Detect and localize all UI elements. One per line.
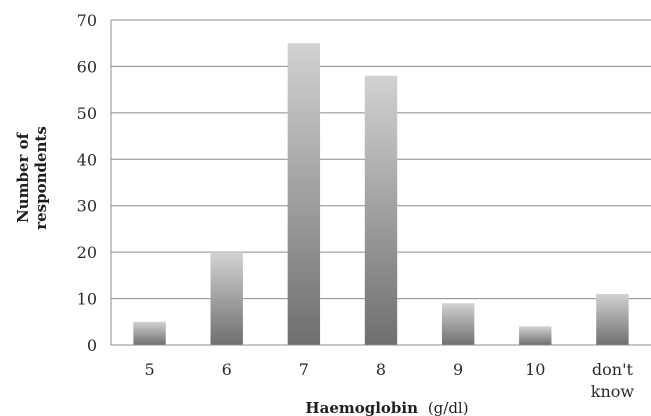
y-tick-label: 60 [77, 57, 97, 76]
bar [133, 321, 166, 345]
x-tick-label: 8 [376, 360, 386, 379]
x-axis-title: Haemoglobin (g/dl) [305, 399, 468, 416]
bars [133, 43, 629, 345]
x-axis-title-main: Haemoglobin [305, 399, 418, 416]
y-tick-label: 40 [77, 150, 97, 169]
y-tick-label: 20 [77, 243, 97, 262]
y-axis-title-line2: respondents [32, 126, 50, 230]
x-tick-label: don't know [591, 360, 635, 401]
x-axis-title-unit: (g/dl) [428, 399, 469, 416]
x-tick-labels: 5 6 7 8 9 10 don't know [144, 360, 634, 401]
bar [287, 43, 321, 345]
y-tick-label: 10 [77, 290, 97, 309]
x-tick-label: 5 [144, 360, 154, 379]
bar [210, 252, 243, 345]
x-tick-label: 10 [525, 360, 545, 379]
y-axis-title-line1: Number of [14, 131, 32, 223]
bar [596, 293, 629, 345]
x-tick-label: 7 [299, 360, 309, 379]
x-tick-label: 6 [222, 360, 232, 379]
y-axis-title: Number of respondents [14, 126, 50, 230]
bar [441, 303, 475, 345]
bar [519, 326, 552, 345]
y-tick-label: 70 [77, 11, 97, 30]
bar [364, 75, 398, 345]
y-tick-label: 0 [87, 336, 97, 355]
y-tick-label: 30 [77, 197, 97, 216]
axes [110, 20, 651, 346]
x-tick-label: 9 [453, 360, 463, 379]
y-tick-label: 50 [77, 104, 97, 123]
y-tick-labels: 0 10 20 30 40 50 60 70 [77, 11, 97, 355]
